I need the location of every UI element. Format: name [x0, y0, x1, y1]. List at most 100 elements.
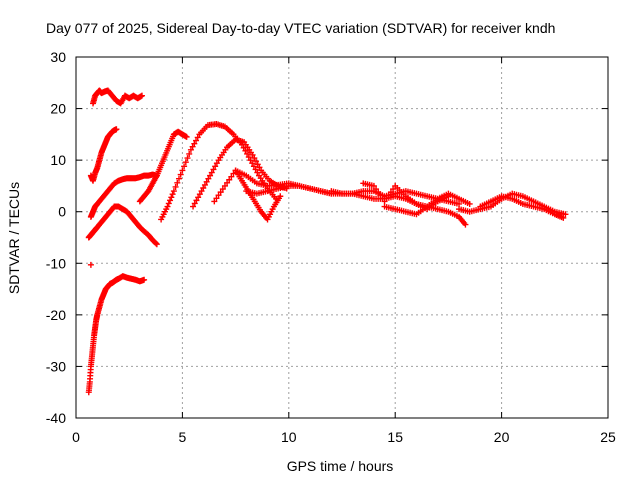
- x-tick-label: 15: [387, 429, 403, 445]
- x-tick-label: 25: [600, 429, 616, 445]
- y-tick-label: 30: [50, 49, 66, 65]
- data-point: [256, 164, 263, 171]
- data-point: [194, 134, 201, 141]
- data-point: [198, 188, 205, 195]
- data-point: [251, 155, 258, 162]
- data-point: [187, 146, 194, 153]
- data-point: [373, 186, 380, 193]
- data-point: [217, 189, 224, 196]
- data-point: [164, 203, 171, 210]
- data-point: [247, 157, 254, 164]
- data-point: [169, 191, 176, 198]
- data-point: [186, 150, 193, 157]
- data-point: [184, 155, 191, 162]
- data-point: [195, 194, 202, 201]
- data-point: [113, 126, 120, 133]
- data-point: [87, 261, 94, 268]
- data-point: [560, 214, 567, 221]
- data-point: [174, 179, 181, 186]
- data-point: [168, 194, 175, 201]
- y-tick-label: 20: [50, 101, 66, 117]
- data-point: [213, 160, 220, 167]
- data-point: [249, 160, 256, 167]
- data-point: [181, 163, 188, 170]
- data-point: [377, 192, 384, 199]
- data-point: [219, 186, 226, 193]
- data-point: [212, 163, 219, 170]
- data-point: [277, 193, 284, 200]
- data-point: [191, 140, 198, 147]
- y-tick-label: 0: [58, 204, 66, 220]
- data-point: [201, 181, 208, 188]
- data-point: [200, 184, 207, 191]
- data-point: [213, 195, 220, 202]
- data-point: [153, 241, 160, 248]
- data-point: [189, 143, 196, 150]
- data-points: [85, 87, 569, 396]
- data-point: [245, 154, 252, 161]
- data-point: [385, 192, 392, 199]
- x-axis-label: GPS time / hours: [287, 458, 394, 474]
- grid: [76, 57, 608, 418]
- data-point: [462, 221, 469, 228]
- data-point: [179, 167, 186, 174]
- data-point: [177, 171, 184, 178]
- data-point: [249, 151, 256, 158]
- x-tick-label: 10: [281, 429, 297, 445]
- data-point: [228, 173, 235, 180]
- plot-frame: [75, 56, 609, 419]
- y-axis-label: SDTVAR / TECUs: [6, 182, 22, 294]
- data-point: [207, 172, 214, 179]
- data-point: [208, 169, 215, 176]
- data-point: [141, 276, 148, 283]
- data-point: [466, 200, 473, 207]
- data-point: [172, 183, 179, 190]
- data-point: [252, 166, 259, 173]
- data-point: [221, 182, 228, 189]
- data-point: [224, 179, 231, 186]
- data-point: [193, 137, 200, 144]
- data-point: [562, 211, 569, 218]
- x-tick-label: 0: [72, 429, 80, 445]
- data-point: [387, 189, 394, 196]
- data-point: [370, 182, 377, 189]
- x-tick-label: 20: [494, 429, 510, 445]
- data-point: [196, 191, 203, 198]
- data-point: [215, 192, 222, 199]
- axis-ticks: 0 5 10 15 20 25 -40 -30 -20 -10 0 10 20 30: [46, 49, 616, 445]
- data-point: [226, 176, 233, 183]
- data-point: [456, 200, 463, 207]
- data-point: [193, 197, 200, 204]
- data-point: [165, 200, 172, 207]
- y-tick-label: -40: [46, 410, 66, 426]
- data-point: [390, 186, 397, 193]
- data-point: [203, 178, 210, 185]
- data-point: [375, 189, 382, 196]
- data-point: [167, 197, 174, 204]
- data-point: [175, 175, 182, 182]
- data-point: [242, 147, 249, 154]
- y-tick-label: 10: [50, 152, 66, 168]
- chart-title: Day 077 of 2025, Sidereal Day-to-day VTE…: [46, 20, 555, 36]
- data-point: [170, 188, 177, 195]
- data-point: [205, 175, 212, 182]
- data-point: [250, 163, 257, 170]
- y-tick-label: -10: [46, 255, 66, 271]
- x-tick-label: 5: [179, 429, 187, 445]
- data-point: [381, 198, 388, 205]
- data-point: [254, 169, 261, 176]
- data-point: [182, 159, 189, 166]
- data-point: [211, 198, 218, 205]
- data-point: [153, 240, 160, 247]
- data-point: [190, 203, 197, 210]
- data-point: [230, 170, 237, 177]
- data-point: [138, 92, 145, 99]
- y-tick-label: -20: [46, 307, 66, 323]
- y-tick-label: -30: [46, 358, 66, 374]
- data-point: [210, 166, 217, 173]
- data-point: [383, 195, 390, 202]
- data-point: [244, 150, 251, 157]
- data-point: [191, 200, 198, 207]
- data-point: [253, 158, 260, 165]
